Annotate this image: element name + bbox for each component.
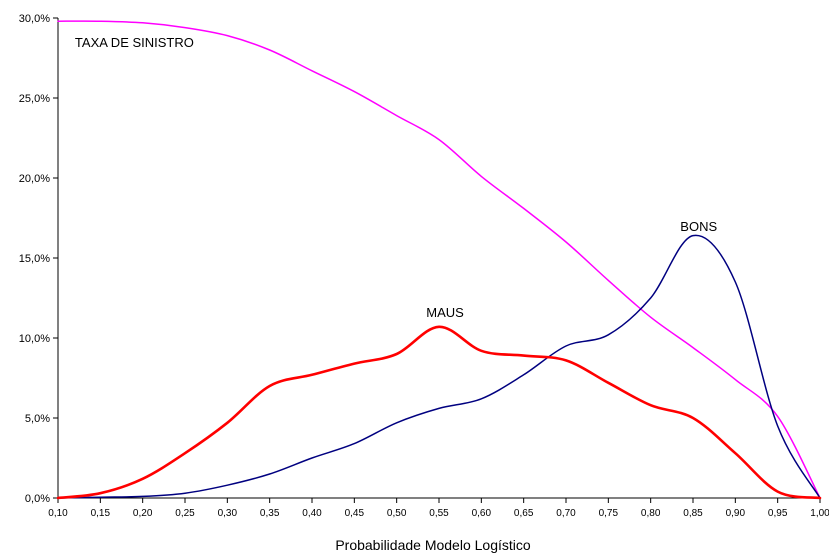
x-tick-label: 0,90 [726,508,746,519]
x-tick-label: 0,85 [683,508,703,519]
y-tick-label: 20,0% [19,173,50,185]
x-tick-label: 0,70 [556,508,576,519]
x-tick-label: 0,10 [48,508,68,519]
x-tick-label: 0,75 [599,508,619,519]
annotation-maus: MAUS [426,305,464,320]
y-tick-label: 25,0% [19,93,50,105]
x-tick-label: 0,55 [429,508,449,519]
series-line-bons [57,234,821,499]
x-axis-label: Probabilidade Modelo Logístico [335,537,531,553]
series-line-taxa-de-sinistro [57,20,821,499]
annotation-bons: BONS [680,219,717,234]
chart-ticks: 0,0% 5,0% 10,0% 15,0% 20,0% 25,0% 30,0% 0,10 0,1… [19,13,829,519]
x-tick-label: 1,00 [810,508,829,519]
chart-annotations: TAXA DE SINISTRO BONS MAUS [75,35,718,320]
x-tick-label: 0,15 [91,508,111,519]
x-tick-label: 0,45 [345,508,365,519]
series-line-maus [56,325,822,500]
x-tick-label: 0,25 [175,508,195,519]
y-tick-label: 15,0% [19,253,50,265]
chart-series [56,20,822,500]
x-tick-label: 0,60 [472,508,492,519]
y-tick-label: 30,0% [19,13,50,25]
x-tick-label: 0,30 [218,508,238,519]
y-tick-label: 10,0% [19,333,50,345]
x-tick-label: 0,65 [514,508,534,519]
annotation-taxa-de-sinistro: TAXA DE SINISTRO [75,35,194,50]
y-tick-label: 5,0% [25,413,50,425]
x-tick-label: 0,40 [302,508,322,519]
x-tick-label: 0,50 [387,508,407,519]
y-tick-label: 0,0% [25,493,50,505]
x-tick-label: 0,20 [133,508,153,519]
x-tick-label: 0,35 [260,508,280,519]
x-tick-label: 0,80 [641,508,661,519]
x-tick-label: 0,95 [768,508,788,519]
